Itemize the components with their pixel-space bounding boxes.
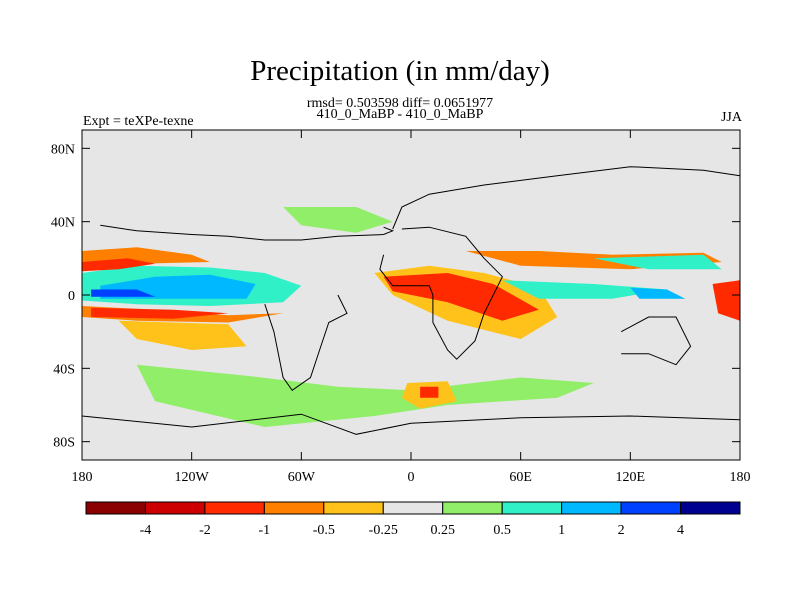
north-america-outline [100,224,395,241]
x-tick-label: 120W [175,470,210,485]
region-central-pacific-peak [91,289,156,297]
colorbar-level-label: 4 [677,523,684,538]
stats-text: rmsd= 0.503598 diff= 0.0651977 [306,96,494,111]
season-label: JJA [720,110,742,125]
colorbar-swatch [620,501,682,515]
x-tick-label: 120E [616,470,646,485]
x-tick-label: 180 [72,470,93,485]
colorbar-level-label: -0.25 [369,523,398,538]
colorbar-swatch [204,501,265,515]
region-west-pacific-positive-strong [630,287,686,299]
africa-outline [379,226,504,360]
eurasia-outline [392,166,741,230]
coastlines [81,166,741,435]
south-america-outline [264,294,348,391]
y-tick-label: 0 [68,289,75,304]
y-tick-label: 80N [51,142,75,157]
australia-outline [620,316,692,366]
y-tick-label: 40S [53,362,75,377]
colorbar-swatch [323,501,384,515]
region-east-edge-negative [712,280,740,321]
y-tick-label: 80S [53,436,75,451]
colorbar: -4 -2 -1 -0.5 -0.25 0.25 0.5 1 2 4 [85,501,741,538]
experiment-label: Expt = teXPe-texne [83,114,194,129]
region-north-atlantic-positive [283,207,393,233]
region-southern-ocean-positive [136,364,594,427]
region-indian-ocean-positive [502,280,667,299]
colorbar-swatch [501,501,563,515]
y-tick-label: 40N [51,216,75,231]
colorbar-level-label: 1 [558,523,565,538]
x-tick-label: 60W [288,470,316,485]
y-axis: 80N 40N 0 40S 80S [51,142,740,451]
region-south-pacific-convergence-negative [118,320,247,350]
colorbar-level-label: -1 [259,523,271,538]
x-tick-label: 60E [509,470,532,485]
chart-subtitle: 410_0_MaBP - 410_0_MaBP [316,107,484,122]
colorbar-swatch [442,501,503,515]
x-axis: 180 120W 60W 0 60E 120E 180 [72,130,751,485]
colorbar-swatch [85,501,146,515]
colorbar-swatch [680,501,741,515]
colorbar-level-label: 0.5 [493,523,511,538]
colorbar-swatch [382,501,444,515]
contour-regions [82,207,740,427]
colorbar-level-label: -2 [199,523,211,538]
region-north-pacific-strong-negative [82,258,156,272]
region-south-africa-strong-negative [420,386,439,398]
colorbar-level-label: -0.5 [313,523,335,538]
colorbar-swatch [263,501,325,515]
chart-title: Precipitation (in mm/day) [250,55,550,87]
colorbar-level-label: -4 [140,523,152,538]
region-east-asia-positive [593,254,722,270]
region-south-pacific-strong-negative [91,307,229,319]
region-africa-asia-strong-negative [383,273,539,321]
colorbar-level-label: 2 [618,523,625,538]
antarctica-outline [81,413,741,435]
colorbar-swatch [561,501,622,515]
x-tick-label: 0 [408,470,415,485]
colorbar-swatch [144,501,206,515]
x-tick-label: 180 [730,470,751,485]
colorbar-level-label: 0.25 [430,523,455,538]
